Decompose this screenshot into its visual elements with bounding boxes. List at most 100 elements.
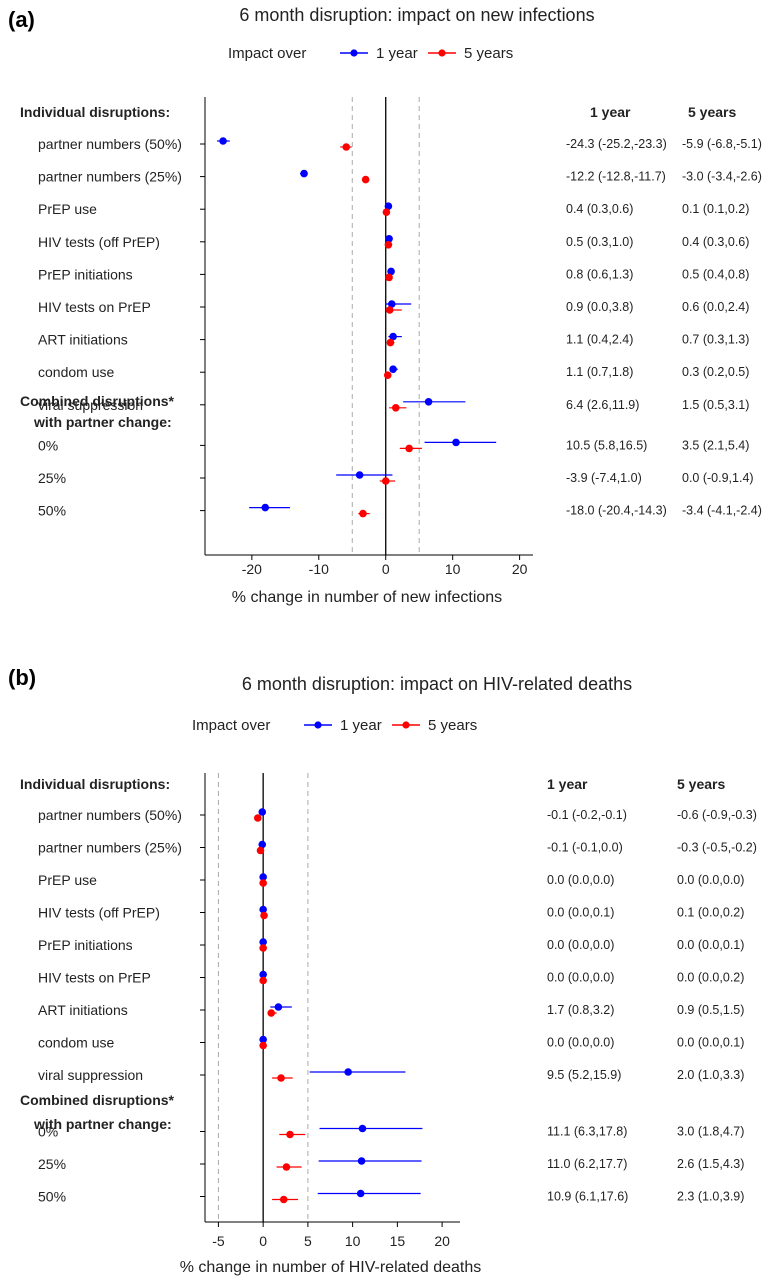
value-5-years: 1.5 (0.5,3.1)	[682, 398, 749, 412]
row-label: PrEP use	[38, 201, 97, 217]
point-5-years	[256, 846, 265, 855]
row-label: 0%	[38, 1124, 58, 1140]
point-1-year	[452, 438, 460, 447]
point-5-years	[342, 143, 351, 151]
value-5-years: -0.6 (-0.9,-0.3)	[677, 808, 757, 822]
table-header-1-year: 1 year	[547, 776, 588, 792]
value-1-year: 0.5 (0.3,1.0)	[566, 235, 633, 249]
value-1-year: -0.1 (-0.2,-0.1)	[547, 808, 627, 822]
value-1-year: 1.1 (0.7,1.8)	[566, 365, 633, 379]
point-5-years	[260, 911, 268, 920]
section-header-individual: Individual disruptions:	[20, 104, 170, 120]
value-1-year: 1.7 (0.8,3.2)	[547, 1003, 614, 1017]
row-label: 50%	[38, 1189, 66, 1205]
x-axis-label: % change in number of HIV-related deaths	[180, 1259, 482, 1276]
value-1-year: -3.9 (-7.4,1.0)	[566, 471, 642, 485]
value-5-years: 2.6 (1.5,4.3)	[677, 1157, 744, 1171]
point-1-year	[259, 938, 267, 946]
section-header-partner: with partner change:	[33, 1116, 172, 1132]
value-1-year: 0.9 (0.0,3.8)	[566, 300, 633, 314]
section-header-combined: Combined disruptions*	[20, 1092, 175, 1108]
row-label: ART initiations	[38, 332, 128, 348]
row-label: HIV tests on PrEP	[38, 970, 151, 986]
table-header-5-years: 5 years	[677, 776, 725, 792]
x-tick-label: 10	[345, 1233, 361, 1249]
point-5-years	[383, 371, 392, 380]
value-1-year: -18.0 (-20.4,-14.3)	[566, 504, 667, 518]
point-5-years	[279, 1195, 288, 1204]
value-5-years: 2.0 (1.0,3.3)	[677, 1068, 744, 1082]
point-1-year	[357, 1157, 366, 1165]
value-1-year: 1.1 (0.4,2.4)	[566, 333, 633, 347]
value-1-year: 6.4 (2.6,11.9)	[566, 398, 639, 412]
point-5-years	[381, 477, 390, 485]
point-5-years	[405, 444, 413, 453]
value-1-year: 0.0 (0.0,0.1)	[547, 906, 614, 920]
section-header-combined: Combined disruptions*	[20, 393, 175, 409]
point-1-year	[424, 398, 433, 406]
point-5-years	[253, 814, 262, 822]
x-tick-label: 20	[434, 1233, 450, 1249]
value-1-year: -24.3 (-25.2,-23.3)	[566, 137, 667, 151]
row-label: 50%	[38, 503, 66, 519]
value-1-year: -0.1 (-0.1,0.0)	[547, 841, 623, 855]
point-1-year	[387, 267, 395, 276]
value-1-year: 10.9 (6.1,17.6)	[547, 1190, 628, 1204]
point-1-year	[258, 840, 267, 849]
legend-label-0: 1 year	[376, 45, 418, 62]
x-axis-label: % change in number of new infections	[232, 589, 502, 606]
value-5-years: 2.3 (1.0,3.9)	[677, 1190, 744, 1204]
row-label: partner numbers (50%)	[38, 136, 182, 152]
value-5-years: 0.9 (0.5,1.5)	[677, 1003, 744, 1017]
point-1-year	[259, 970, 267, 979]
x-tick-label: 0	[259, 1233, 267, 1249]
value-1-year: 10.5 (5.8,16.5)	[566, 438, 647, 452]
row-label: HIV tests (off PrEP)	[38, 905, 160, 921]
value-5-years: 0.0 (0.0,0.0)	[677, 873, 744, 887]
point-5-years	[277, 1074, 285, 1082]
row-label: ART initiations	[38, 1002, 128, 1018]
value-1-year: 0.4 (0.3,0.6)	[566, 202, 633, 216]
value-5-years: 0.0 (0.0,0.1)	[677, 1036, 744, 1050]
point-5-years	[384, 241, 393, 249]
value-5-years: -3.4 (-4.1,-2.4)	[682, 504, 762, 518]
row-label: partner numbers (50%)	[38, 807, 182, 823]
row-label: PrEP initiations	[38, 937, 133, 953]
point-1-year	[384, 202, 393, 210]
value-1-year: 11.0 (6.2,17.7)	[547, 1157, 627, 1171]
legend-title: Impact over	[192, 717, 270, 734]
point-5-years	[259, 976, 267, 985]
value-5-years: 0.4 (0.3,0.6)	[682, 235, 749, 249]
value-5-years: -5.9 (-6.8,-5.1)	[682, 137, 762, 151]
value-5-years: -0.3 (-0.5,-0.2)	[677, 841, 757, 855]
x-tick-label: 20	[512, 561, 528, 577]
value-1-year: -12.2 (-12.8,-11.7)	[566, 170, 666, 184]
row-label: PrEP use	[38, 872, 97, 888]
legend-label-1: 5 years	[428, 717, 477, 734]
point-1-year	[259, 905, 267, 914]
table-header-1-year: 1 year	[590, 104, 631, 120]
value-5-years: 3.5 (2.1,5.4)	[682, 438, 749, 452]
row-label: 0%	[38, 437, 58, 453]
point-5-years	[259, 944, 267, 952]
value-5-years: 0.1 (0.1,0.2)	[682, 202, 749, 216]
value-5-years: 0.5 (0.4,0.8)	[682, 267, 749, 281]
value-5-years: 0.1 (0.0,0.2)	[677, 906, 744, 920]
legend-title: Impact over	[228, 45, 306, 62]
point-5-years	[391, 404, 400, 412]
row-label: PrEP initiations	[38, 266, 133, 282]
point-5-years	[386, 338, 395, 347]
point-1-year	[358, 1124, 367, 1133]
point-5-years	[267, 1009, 276, 1017]
panel-label: (a)	[8, 7, 35, 32]
row-label: partner numbers (25%)	[38, 840, 182, 856]
x-tick-label: -10	[309, 561, 329, 577]
panel-a: (a) 6 month disruption: impact on new inf…	[8, 5, 762, 606]
value-1-year: 0.8 (0.6,1.3)	[566, 267, 633, 281]
row-label: viral suppression	[38, 1067, 143, 1083]
value-5-years: 0.6 (0.0,2.4)	[682, 300, 749, 314]
row-label: HIV tests (off PrEP)	[38, 234, 160, 250]
row-label: 25%	[38, 470, 66, 486]
panel-b: (b) 6 month disruption: impact on HIV-rel…	[8, 665, 757, 1276]
row-label: condom use	[38, 364, 114, 380]
